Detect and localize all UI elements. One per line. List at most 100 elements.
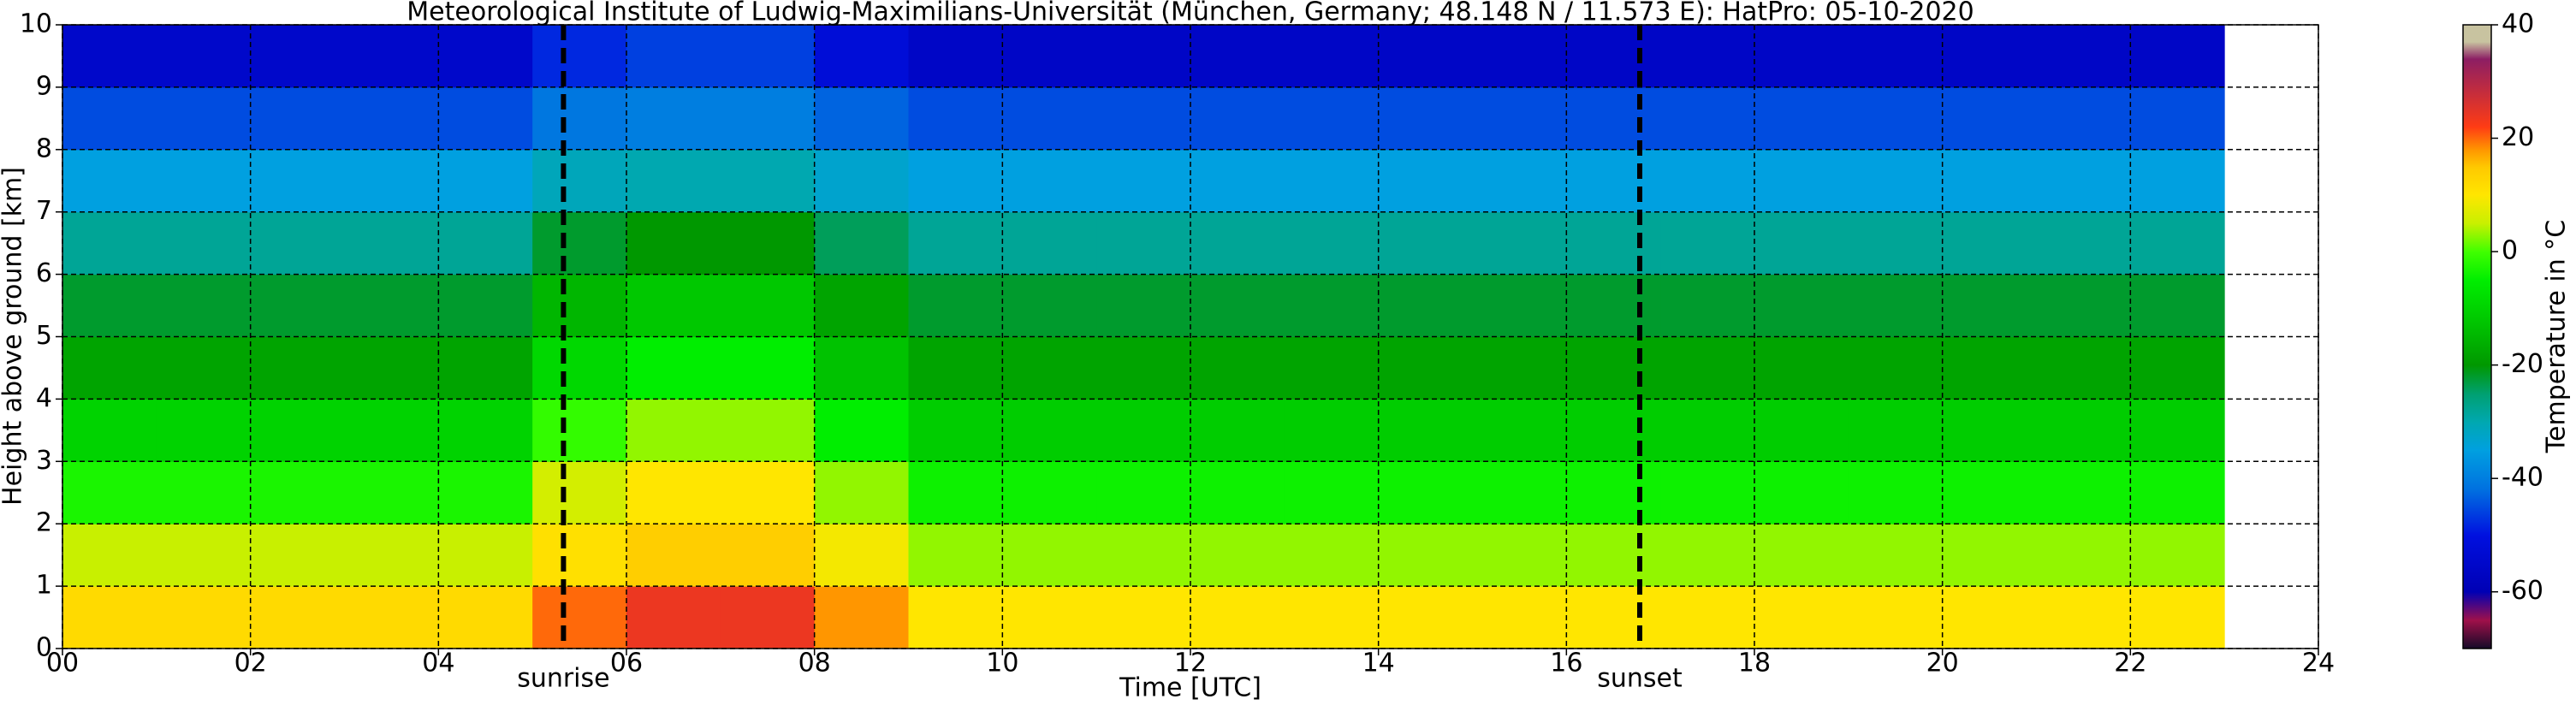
heat-cell <box>1472 25 1567 88</box>
heat-cell <box>2036 86 2131 151</box>
heat-cell <box>1096 586 1191 649</box>
heat-cell <box>250 86 345 151</box>
heat-cell <box>626 524 721 587</box>
heat-cell <box>626 274 721 337</box>
y-tick-label: 4 <box>36 383 52 413</box>
heat-cell <box>1566 211 1661 275</box>
heat-cell <box>250 211 345 275</box>
x-tick-label: 10 <box>986 649 1018 678</box>
heat-cell <box>626 461 721 524</box>
heat-cell <box>438 461 533 524</box>
heat-cell <box>1096 524 1191 587</box>
heat-cell <box>62 524 157 587</box>
heat-cell <box>438 336 533 400</box>
heat-cell <box>1284 274 1380 337</box>
colorbar-segment <box>2463 127 2491 151</box>
heat-cell <box>626 336 721 400</box>
heat-cell <box>1002 461 1097 524</box>
heat-cell <box>1660 524 1755 587</box>
heat-cell <box>250 399 345 462</box>
heat-cell <box>1096 149 1191 213</box>
colorbar-tick-label: 0 <box>2502 236 2518 266</box>
heat-cell <box>908 461 1003 524</box>
heat-cell <box>720 149 816 213</box>
heat-cell <box>1190 336 1285 400</box>
heat-cell <box>1002 336 1097 400</box>
heat-cell <box>908 149 1003 213</box>
heat-cell <box>156 86 252 151</box>
heat-cell <box>62 86 157 151</box>
colorbar-label: Temperature in °C <box>2542 220 2572 453</box>
heat-cell <box>250 461 345 524</box>
colorbar-tick-label: -20 <box>2502 349 2543 379</box>
heat-cell <box>814 399 909 462</box>
heat-cell <box>250 149 345 213</box>
heat-cell <box>1942 586 2037 649</box>
heat-cell <box>1942 461 2037 524</box>
heat-cell <box>344 149 439 213</box>
heat-cell <box>62 274 157 337</box>
heatmap <box>62 25 2225 649</box>
heat-cell <box>1284 149 1380 213</box>
heat-cell <box>1754 86 1849 151</box>
heat-cell <box>344 274 439 337</box>
x-tick-label: 22 <box>2114 649 2146 678</box>
heat-cell <box>1754 586 1849 649</box>
x-tick-label: 12 <box>1174 649 1207 678</box>
heat-cell <box>2036 149 2131 213</box>
heat-cell <box>1848 461 1944 524</box>
heat-cell <box>814 86 909 151</box>
heat-cell <box>1378 336 1473 400</box>
heat-cell <box>814 274 909 337</box>
heat-cell <box>1096 461 1191 524</box>
y-tick-label: 8 <box>36 133 52 163</box>
heat-cell <box>1754 336 1849 400</box>
heat-cell <box>626 25 721 88</box>
heat-cell <box>2036 25 2131 88</box>
colorbar-segment <box>2463 421 2491 451</box>
heat-cell <box>814 149 909 213</box>
heat-cell <box>1942 25 2037 88</box>
colorbar-segment <box>2463 280 2491 321</box>
heat-cell <box>814 586 909 649</box>
heat-cell <box>2130 86 2225 151</box>
y-tick-label: 2 <box>36 508 52 538</box>
heat-cell <box>1566 86 1661 151</box>
heat-cell <box>156 586 252 649</box>
colorbar-frame <box>2462 24 2492 649</box>
heat-cell <box>344 524 439 587</box>
colorbar-segment <box>2463 489 2491 536</box>
heat-cell <box>62 336 157 400</box>
heat-cell <box>1378 274 1473 337</box>
heat-cell <box>1378 461 1473 524</box>
heat-cell <box>1754 274 1849 337</box>
heat-cell <box>1190 211 1285 275</box>
heat-cell <box>1848 25 1944 88</box>
x-tick-label: 20 <box>1926 649 1959 678</box>
y-tick-label: 7 <box>36 196 52 226</box>
heat-cell <box>2036 211 2131 275</box>
colorbar-segment <box>2463 450 2491 490</box>
colorbar-segment <box>2463 58 2491 127</box>
heat-cell <box>1660 149 1755 213</box>
heat-cell <box>626 149 721 213</box>
y-tick-label: 1 <box>36 571 52 601</box>
colorbar-segment <box>2463 194 2491 224</box>
heat-cell <box>1660 399 1755 462</box>
heat-cell <box>2130 399 2225 462</box>
heat-cell <box>532 86 627 151</box>
heat-cell <box>1472 149 1567 213</box>
heat-cell <box>344 399 439 462</box>
heat-cell <box>1378 399 1473 462</box>
colorbar-tick-label: -60 <box>2502 576 2543 606</box>
heat-cell <box>1848 149 1944 213</box>
heat-cell <box>1566 461 1661 524</box>
heat-cell <box>720 399 816 462</box>
x-tick-label: 00 <box>46 649 79 678</box>
heat-cell <box>532 211 627 275</box>
heat-cell <box>1754 461 1849 524</box>
heat-cell <box>2130 586 2225 649</box>
heat-cell <box>1660 336 1755 400</box>
heat-cell <box>1660 274 1755 337</box>
heat-cell <box>156 25 252 88</box>
